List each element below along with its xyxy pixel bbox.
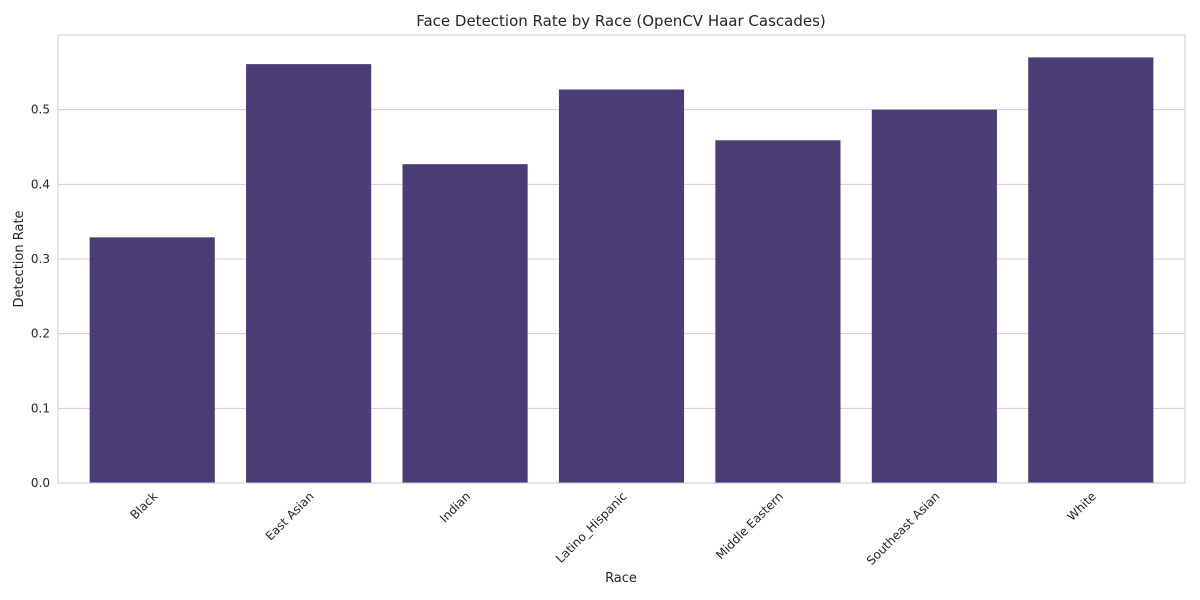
x-axis-ticks: Black East Asian Indian Latino_Hispanic Midd…	[127, 489, 1098, 568]
bar-black	[89, 237, 215, 483]
x-tick-label: Latino_Hispanic	[553, 489, 629, 565]
y-tick-label: 0.3	[31, 252, 50, 266]
x-tick-label: Indian	[437, 489, 473, 525]
y-tick-label: 0.0	[31, 476, 50, 490]
plot-frame	[57, 34, 1186, 484]
y-axis-label: Detection Rate	[12, 210, 27, 307]
bar-east-asian	[246, 64, 372, 484]
y-tick-label: 0.4	[31, 177, 50, 191]
bars	[89, 57, 1154, 484]
x-tick-label: Middle Eastern	[713, 489, 786, 562]
y-tick-label: 0.5	[31, 103, 50, 117]
y-axis-ticks: 0.0 0.1 0.2 0.3 0.4 0.5	[31, 103, 50, 490]
bar-indian	[402, 164, 528, 483]
bar-latino-hispanic	[558, 89, 685, 484]
bar-southeast-asian	[871, 109, 997, 484]
bar-middle-eastern	[715, 140, 841, 483]
y-tick-label: 0.1	[31, 401, 50, 415]
x-tick-label: East Asian	[263, 489, 317, 543]
x-tick-label: Black	[127, 489, 160, 522]
x-tick-label: Southeast Asian	[864, 489, 943, 568]
x-tick-label: White	[1064, 489, 1099, 524]
x-axis-label: Race	[605, 571, 637, 586]
chart-title: Face Detection Rate by Race (OpenCV Haar…	[416, 12, 826, 30]
bar-white	[1028, 57, 1154, 484]
y-tick-label: 0.2	[31, 327, 50, 341]
